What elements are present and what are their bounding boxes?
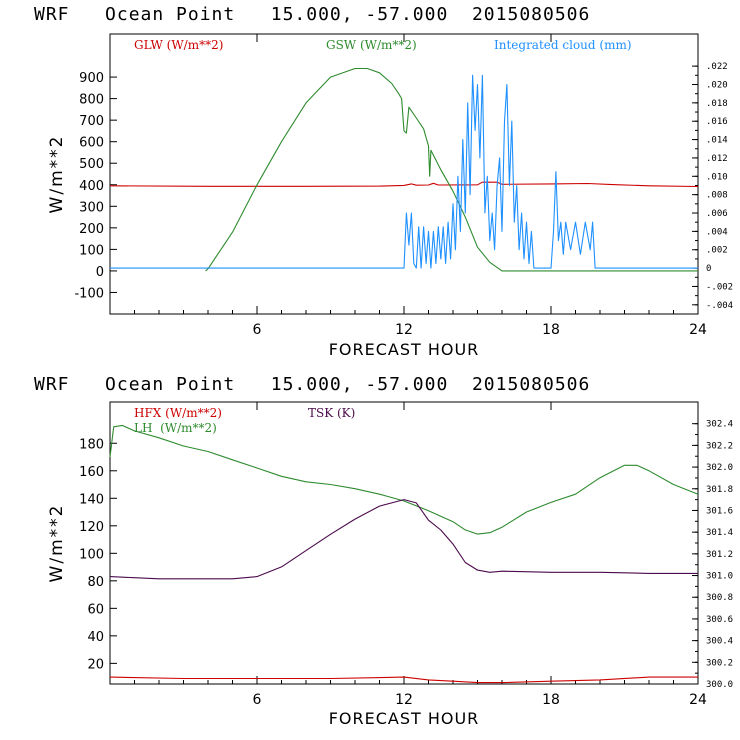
top-y-tick-label: 500 [79,157,104,172]
top-y2-tick-label: .020 [706,80,728,90]
bottom-panel: WRF Ocean Point 15.000, -57.000 20150805… [34,374,733,728]
bottom-y2-tick-label: 300.2 [706,658,733,668]
bottom-chart-title: WRF Ocean Point 15.000, -57.000 20150805… [34,374,590,395]
bottom-series-hfx-line [109,676,698,684]
top-series-glw-line [109,181,699,188]
bottom-x-axis-label: FORECAST HOUR [329,709,480,728]
top-x-tick-label: 6 [253,322,262,338]
bottom-y2-tick-label: 301.8 [706,485,733,495]
top-plot-frame [109,33,699,315]
top-y2-tick-label: 0 [706,264,711,274]
bottom-y-tick-label: 180 [79,437,104,452]
top-y2-tick-label: .010 [706,172,728,182]
bottom-y-tick-label: 140 [79,492,104,507]
bottom-x-tick-label: 18 [542,692,560,708]
top-y-tick-label: -100 [74,286,104,301]
top-chart-title: WRF Ocean Point 15.000, -57.000 20150805… [34,4,590,25]
top-x-axis-label: FORECAST HOUR [329,340,480,359]
top-series-group [109,67,699,272]
top-x-tick-label: 18 [542,322,560,338]
top-y2-tick-label: .006 [706,209,728,219]
top-y-tick-label: 600 [79,136,104,151]
bottom-y2-tick-label: 300.6 [706,615,733,625]
bottom-legend-hfx: HFX (W/m**2) [134,406,222,420]
top-y2-tick-label: .022 [706,62,728,72]
bottom-y-tick-label: 60 [87,602,104,617]
bottom-x-tick-label: 6 [253,692,262,708]
bottom-y-tick-label: 100 [79,547,104,562]
top-y-tick-label: 400 [79,179,104,194]
bottom-y2-tick-label: 301.0 [706,572,733,582]
bottom-y-tick-label: 40 [87,630,104,645]
bottom-series-lh-line [109,424,699,535]
top-x-tick-label: 12 [395,322,413,338]
bottom-axes: 6 12 18 24 180 160 140 120 100 80 60 40 20 302.4 302.2… [79,402,733,708]
top-y-tick-label: 900 [79,71,104,86]
bottom-y2-tick-label: 301.6 [706,506,733,516]
top-y-axis-label: W/m**2 [47,135,67,214]
top-x-tick-label: 24 [689,322,707,338]
bottom-y2-tick-label: 302.4 [706,420,733,430]
top-y-tick-label: 200 [79,222,104,237]
top-y-tick-label: 800 [79,93,104,108]
top-legend-gsw: GSW (W/m**2) [326,38,417,52]
bottom-y2-tick-label: 300.8 [706,593,733,603]
top-y-tick-label: 100 [79,243,104,258]
top-y2-tick-label: .002 [706,246,728,256]
top-y-tick-label: 700 [79,114,104,129]
top-y2-tick-label: -.002 [706,282,733,292]
bottom-x-tick-label: 12 [395,692,413,708]
top-y2-tick-label: .008 [706,191,728,201]
top-y2-tick-label: .012 [706,154,728,164]
bottom-y2-tick-label: 301.4 [706,528,733,538]
bottom-y2-tick-label: 300.0 [706,680,733,690]
top-legend-glw: GLW (W/m**2) [134,38,223,52]
top-y-tick-label: 0 [96,265,104,280]
bottom-y2-tick-label: 302.0 [706,463,733,473]
bottom-legend-lh: LH (W/m**2) [134,421,217,435]
bottom-legend-tsk: TSK (K) [308,406,355,420]
bottom-y-tick-label: 20 [87,657,104,672]
bottom-x-tick-label: 24 [689,692,707,708]
top-y-tick-label: 300 [79,200,104,215]
bottom-y-tick-label: 80 [87,575,104,590]
bottom-y2-tick-label: 300.4 [706,637,733,647]
top-legend-cloud: Integrated cloud (mm) [494,38,632,52]
bottom-y2-tick-label: 301.2 [706,550,733,560]
bottom-series-tsk-line [109,499,698,580]
top-y2-tick-label: .018 [706,99,728,109]
bottom-y-tick-label: 120 [79,520,104,535]
top-y2-tick-label: .016 [706,117,728,127]
top-y2-tick-label: .014 [706,136,728,146]
top-y2-tick-label: .004 [706,227,728,237]
bottom-y2-tick-label: 302.2 [706,441,733,451]
bottom-series-group [109,424,699,684]
bottom-y-tick-label: 160 [79,465,104,480]
bottom-plot-frame [109,401,699,685]
top-axes: 6 12 18 24 900 800 700 600 500 400 300 200 100 0 -100.… [74,34,733,338]
top-y2-tick-label: -.004 [706,301,733,311]
top-series-integrated-line [110,74,698,269]
bottom-y-axis-label: W/m**2 [47,504,67,583]
top-panel: WRF Ocean Point 15.000, -57.000 20150805… [34,4,733,359]
